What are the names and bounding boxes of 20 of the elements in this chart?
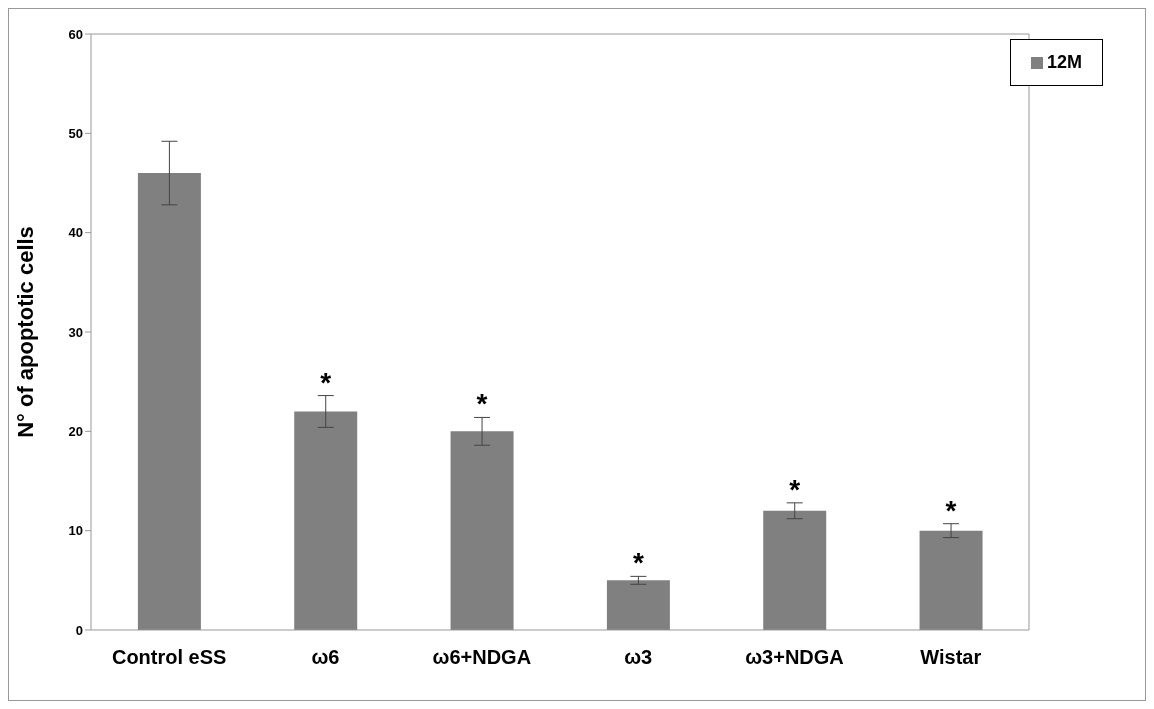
y-tick-label: 30 <box>68 324 83 340</box>
legend-label: 12M <box>1046 52 1082 72</box>
data-label: * <box>945 494 957 526</box>
data-label: * <box>320 366 332 398</box>
data-label: * <box>632 547 644 579</box>
y-tick-label: 50 <box>68 125 83 141</box>
y-tick-label: 0 <box>75 622 83 638</box>
y-tick-label: 40 <box>68 225 83 241</box>
data-label: * <box>789 473 801 505</box>
x-tick-label: Control eSS <box>111 646 227 669</box>
x-tick-label: ω6 <box>311 646 340 669</box>
x-tick-label: ω3+NDGA <box>745 646 844 669</box>
x-tick-label: ω3 <box>624 646 653 669</box>
y-axis-title: N° of apoptotic cells <box>12 226 38 438</box>
y-tick-label: 60 <box>68 26 83 42</box>
y-tick-label: 20 <box>68 423 83 439</box>
data-label: * <box>476 388 488 420</box>
y-tick-label: 10 <box>68 523 83 539</box>
x-tick-label: ω6+NDGA <box>432 646 532 669</box>
x-tick-label: Wistar <box>920 646 982 669</box>
